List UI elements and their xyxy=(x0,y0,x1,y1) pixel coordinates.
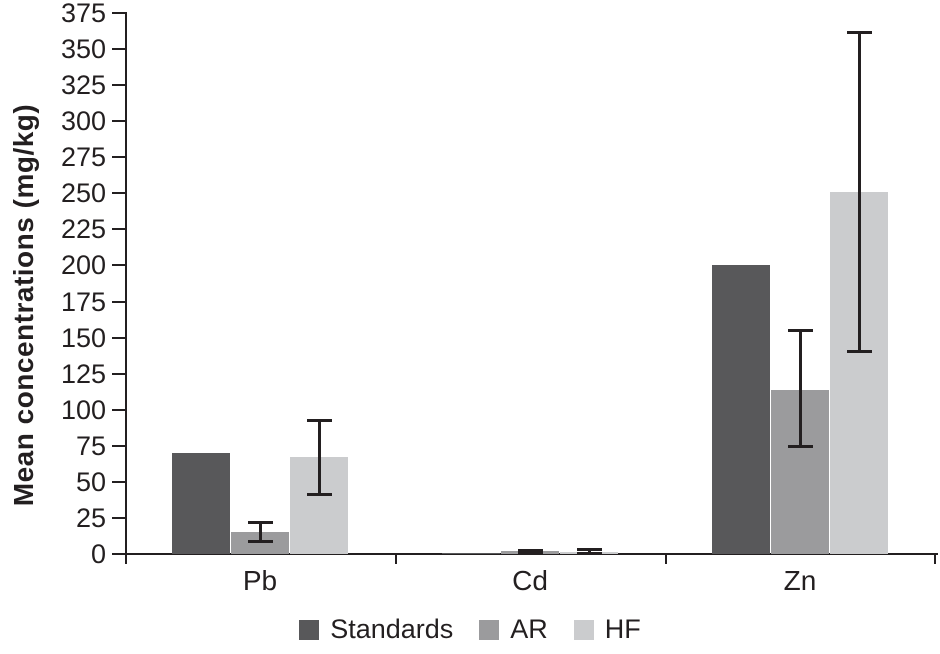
y-tick xyxy=(112,516,125,519)
y-tick-label: 350 xyxy=(60,34,106,65)
y-tick xyxy=(112,120,125,123)
error-bar-cap-bottom xyxy=(306,492,332,496)
error-bar-cap-top xyxy=(247,521,273,525)
bar-standards-zn xyxy=(712,265,770,554)
error-bar-line xyxy=(258,522,262,543)
legend-swatch-ar xyxy=(479,619,500,640)
y-tick xyxy=(112,553,125,555)
y-tick xyxy=(112,192,125,195)
y-tick xyxy=(112,444,125,447)
y-tick xyxy=(112,12,125,14)
y-tick-label: 50 xyxy=(75,466,106,497)
x-category-label-zn: Zn xyxy=(783,565,817,596)
error-bar-cap-top xyxy=(517,548,543,552)
y-tick-label: 225 xyxy=(60,214,106,245)
bar-standards-pb xyxy=(172,453,230,554)
y-tick-label: 75 xyxy=(75,430,106,461)
bar-standards-cd xyxy=(442,552,500,554)
y-tick xyxy=(112,84,125,87)
x-axis-group-tick xyxy=(665,554,667,564)
y-tick xyxy=(112,408,125,411)
legend-label-ar: AR xyxy=(510,614,548,644)
x-category-label-cd: Cd xyxy=(512,565,548,596)
y-tick-label: 375 xyxy=(60,0,106,28)
x-axis-group-tick xyxy=(395,554,397,564)
x-axis-line xyxy=(112,553,938,555)
legend-item-standards: Standards xyxy=(299,616,453,643)
legend-swatch-hf xyxy=(573,619,594,640)
error-bar-cap-bottom xyxy=(247,540,273,544)
error-bar-line xyxy=(798,330,802,448)
error-bar-cap-top xyxy=(846,30,872,34)
y-tick-label: 250 xyxy=(60,178,106,209)
x-category-label-pb: Pb xyxy=(242,565,278,596)
y-tick xyxy=(112,228,125,231)
y-tick-label: 150 xyxy=(60,322,106,353)
y-tick xyxy=(112,156,125,159)
y-tick-label: 0 xyxy=(90,539,106,569)
legend-item-ar: AR xyxy=(479,616,548,643)
error-bar-cap-bottom xyxy=(576,551,602,555)
error-bar-line xyxy=(857,31,861,353)
y-tick xyxy=(112,372,125,375)
y-tick-label: 275 xyxy=(60,142,106,173)
y-tick-label: 175 xyxy=(60,286,106,317)
legend-label-hf: HF xyxy=(604,614,641,644)
y-tick xyxy=(112,48,125,51)
y-tick-label: 300 xyxy=(60,106,106,137)
y-tick xyxy=(112,336,125,339)
y-tick-label: 100 xyxy=(60,394,106,425)
y-tick-label: 325 xyxy=(60,70,106,101)
error-bar-cap-bottom xyxy=(787,445,813,449)
legend-item-hf: HF xyxy=(573,614,641,644)
error-bar-line xyxy=(587,549,591,554)
error-bar-cap-top xyxy=(306,418,332,422)
legend-swatch-standards xyxy=(299,619,320,640)
error-bar-line xyxy=(317,419,321,495)
y-tick-label: 25 xyxy=(75,502,106,533)
y-tick xyxy=(112,480,125,483)
error-bar-cap-top xyxy=(576,548,602,552)
y-tick-label: 200 xyxy=(60,250,106,281)
y-axis-line xyxy=(125,12,127,564)
y-tick xyxy=(112,264,125,267)
legend: Standards AR HF xyxy=(0,616,940,643)
y-tick-label: 125 xyxy=(60,358,106,389)
error-bar-cap-top xyxy=(787,329,813,333)
error-bar-cap-bottom xyxy=(517,550,543,554)
error-bar-cap-bottom xyxy=(846,350,872,354)
legend-label-standards: Standards xyxy=(330,614,454,644)
x-axis-group-tick xyxy=(934,554,936,564)
y-tick xyxy=(112,300,125,303)
